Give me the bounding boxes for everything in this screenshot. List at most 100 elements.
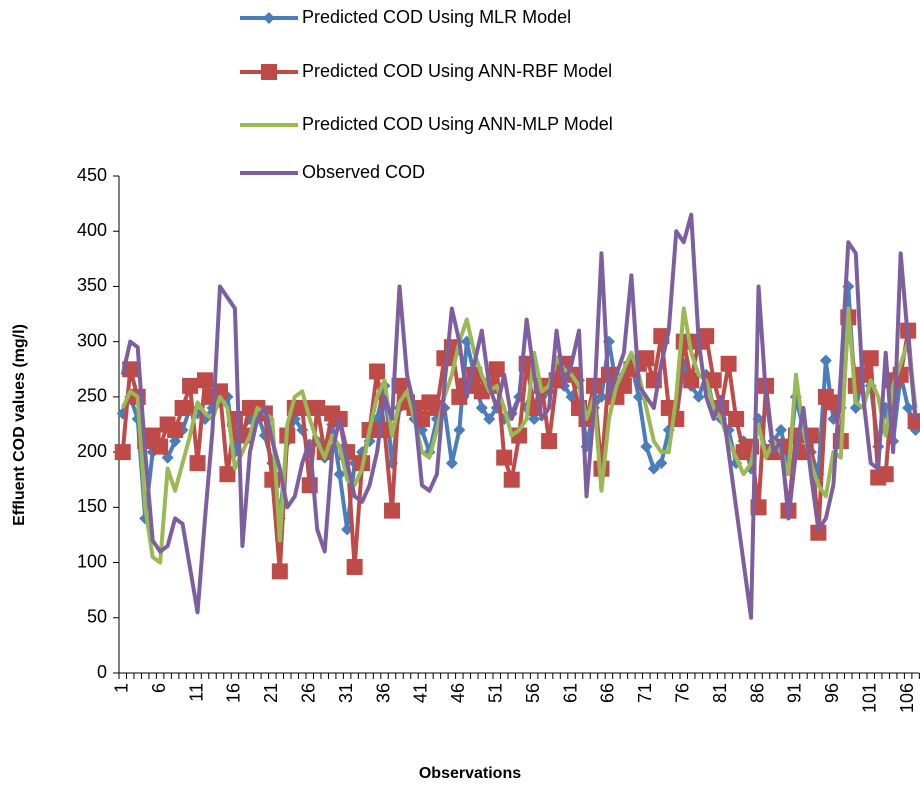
data-point: [219, 285, 221, 287]
data-point: [810, 524, 827, 541]
data-point: [331, 435, 333, 437]
data-point: [902, 401, 915, 414]
y-tick-label: 200: [77, 441, 107, 461]
data-point: [660, 363, 662, 365]
data-point: [743, 562, 745, 564]
data-point: [458, 341, 460, 343]
data-point: [692, 390, 705, 403]
data-point: [640, 440, 653, 453]
data-point: [885, 352, 887, 354]
data-point: [361, 468, 363, 470]
legend-label: Observed COD: [302, 162, 425, 182]
x-tick-label: 106: [897, 683, 917, 713]
data-point: [653, 440, 655, 442]
data-point: [526, 319, 528, 321]
x-tick-label: 91: [785, 683, 805, 703]
y-tick-label: 400: [77, 220, 107, 240]
data-point: [623, 352, 625, 354]
data-point: [361, 501, 363, 503]
data-point: [249, 435, 251, 437]
data-point: [660, 451, 662, 453]
y-tick-label: 250: [77, 386, 107, 406]
x-tick-label: 81: [710, 683, 730, 703]
legend-marker: [263, 12, 275, 24]
data-point: [137, 396, 139, 398]
x-tick-label: 56: [523, 683, 543, 703]
data-point: [174, 490, 176, 492]
data-point: [189, 567, 191, 569]
data-point: [256, 407, 258, 409]
data-point: [548, 407, 550, 409]
data-point: [473, 352, 475, 354]
data-point: [219, 396, 221, 398]
data-point: [698, 341, 700, 343]
data-point: [354, 484, 356, 486]
data-point: [481, 330, 483, 332]
data-point: [683, 241, 685, 243]
data-point: [279, 539, 281, 541]
data-point: [877, 468, 879, 470]
data-point: [855, 401, 857, 403]
data-point: [436, 429, 438, 431]
data-point: [406, 390, 408, 392]
data-point: [683, 308, 685, 310]
y-tick-label: 350: [77, 275, 107, 295]
data-point: [197, 401, 199, 403]
data-point: [421, 484, 423, 486]
data-point: [286, 424, 288, 425]
data-point: [511, 418, 513, 420]
data-point: [840, 457, 842, 459]
y-tick-label: 450: [77, 165, 107, 185]
data-point: [399, 285, 400, 287]
x-tick-label: 96: [822, 683, 842, 703]
data-point: [638, 350, 655, 367]
data-point: [212, 429, 213, 431]
data-point: [346, 462, 348, 464]
data-point: [301, 462, 303, 464]
data-point: [668, 451, 670, 453]
data-point: [369, 484, 371, 486]
data-point: [758, 424, 760, 425]
data-point: [129, 341, 131, 343]
data-point: [114, 444, 131, 461]
data-point: [369, 363, 386, 380]
data-point: [331, 451, 333, 453]
data-point: [571, 374, 573, 376]
data-point: [668, 330, 670, 332]
data-point: [825, 495, 827, 497]
data-point: [451, 308, 453, 310]
data-point: [286, 506, 288, 508]
data-point: [780, 440, 782, 442]
data-point: [152, 556, 154, 558]
data-point: [445, 457, 458, 470]
data-point: [690, 352, 692, 354]
data-point: [593, 407, 595, 409]
data-point: [720, 418, 722, 420]
data-point: [630, 352, 632, 354]
x-tick-label: 26: [298, 683, 318, 703]
data-point: [271, 418, 273, 420]
x-tick-label: 41: [411, 683, 431, 703]
data-point: [428, 457, 430, 459]
data-point: [518, 396, 520, 398]
data-point: [384, 396, 386, 398]
data-point: [174, 517, 176, 519]
data-point: [743, 473, 745, 475]
x-tick-label: 66: [598, 683, 618, 703]
data-point: [169, 435, 182, 448]
data-point: [144, 506, 146, 508]
data-point: [116, 407, 129, 420]
x-tick-label: 101: [859, 683, 879, 713]
data-point: [600, 252, 602, 254]
data-point: [533, 352, 535, 354]
data-point: [264, 407, 266, 409]
y-tick-label: 100: [77, 551, 107, 571]
data-point: [698, 328, 715, 345]
data-point: [451, 374, 453, 376]
data-point: [847, 308, 849, 310]
data-point: [443, 385, 445, 387]
y-axis-title: Effluent COD values (mg/l): [11, 324, 28, 526]
x-tick-label: 61: [560, 683, 580, 703]
